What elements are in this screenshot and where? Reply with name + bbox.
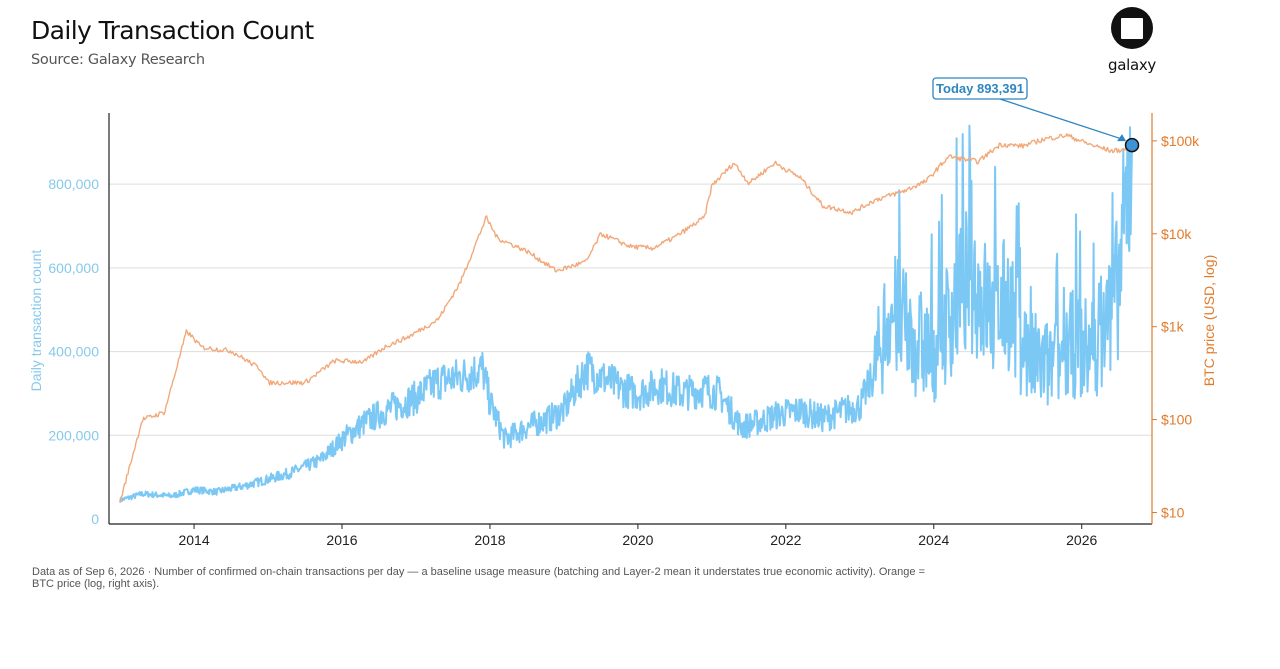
page-title: Daily Transaction Count (31, 16, 314, 45)
annotation-arrow (999, 98, 1126, 141)
annotation-arrowhead (1117, 134, 1127, 142)
footnote: Data as of Sep 6, 2026 · Number of confi… (32, 566, 926, 590)
y2-tick-label: $10 (1161, 504, 1185, 520)
galaxy-logo-icon (1111, 7, 1153, 49)
btc-price-line (119, 133, 1133, 504)
y-tick-label: 600,000 (48, 260, 99, 276)
brand-name: galaxy (1107, 56, 1157, 74)
y2-axis-title: BTC price (USD, log) (1201, 255, 1217, 386)
transactions-line (119, 124, 1133, 503)
latest-value-marker (1124, 137, 1140, 153)
y2-tick-label: $1k (1161, 319, 1185, 335)
x-tick-label: 2026 (1066, 532, 1097, 548)
x-tick-label: 2018 (474, 532, 505, 548)
y-tick-label: 400,000 (48, 344, 99, 360)
y-tick-label: 0 (91, 511, 99, 527)
brand-logo: galaxy (1104, 6, 1160, 74)
y-tick-label: 800,000 (48, 176, 99, 192)
page-subtitle: Source: Galaxy Research (31, 52, 205, 68)
annotation-box (932, 77, 1028, 100)
y-axis-title: Daily transaction count (28, 250, 44, 392)
x-tick-label: 2016 (326, 532, 357, 548)
y2-tick-label: $100 (1161, 412, 1192, 428)
x-tick-label: 2014 (178, 532, 209, 548)
x-tick-label: 2020 (622, 532, 653, 548)
annotation-label: Today 893,391 (936, 81, 1024, 96)
x-tick-label: 2024 (918, 532, 949, 548)
x-tick-label: 2022 (770, 532, 801, 548)
y2-tick-label: $10k (1161, 226, 1192, 242)
y2-tick-label: $100k (1161, 133, 1200, 149)
y-tick-label: 200,000 (48, 427, 99, 443)
